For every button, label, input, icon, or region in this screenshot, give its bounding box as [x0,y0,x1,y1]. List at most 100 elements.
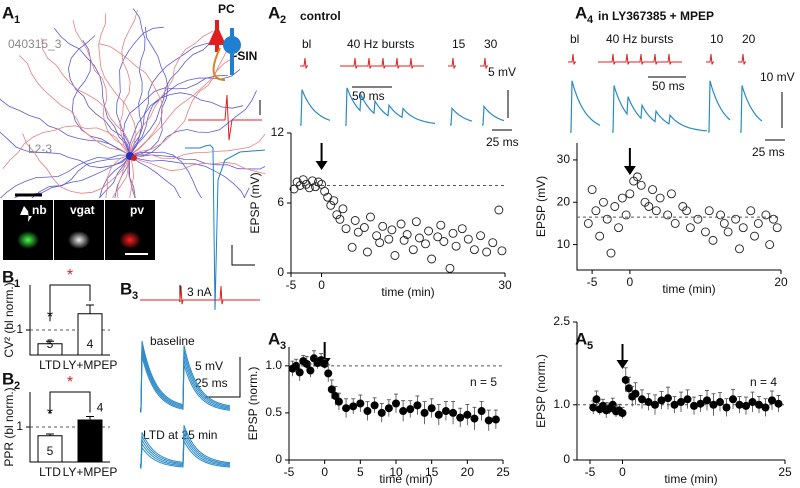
y-tick-label: 6 [277,195,284,209]
n-label: 4 [97,401,104,415]
point [606,248,616,258]
point [413,401,422,410]
point [384,404,393,413]
point [761,210,771,220]
pc-trace [185,144,266,311]
point [390,251,400,260]
y-tick-label: 0.5 [265,405,282,419]
stain-image [54,200,104,260]
n-label: 5 [47,337,54,351]
y-tick-label: 2.5 [553,314,570,328]
neurite [99,154,131,198]
point [683,395,692,404]
x-axis-label: time (min) [662,282,715,296]
neurite [117,154,131,198]
point [387,225,397,235]
neurite [129,90,257,157]
point [735,400,744,409]
point [327,385,336,394]
y-tick-label: 1 [16,419,23,433]
neurite [67,35,131,156]
stain-image [105,200,155,260]
panel-sub: 4 [587,14,594,26]
point [587,185,597,195]
significance: * [67,374,73,391]
x-axis-label: time (min) [381,285,434,299]
neuron-morphology [0,8,265,198]
point [657,396,666,405]
scale-bar [205,357,241,398]
axis [290,133,505,274]
point [693,214,703,224]
point [591,206,601,216]
point [334,397,343,406]
stain-image [3,200,53,260]
y-axis-label: CV² (bl norm.) [2,282,16,357]
epsp-trace [140,352,231,412]
epsp-trace [140,439,230,469]
neurite [53,28,131,156]
point [378,221,388,231]
point [709,400,718,409]
point [632,172,642,182]
neurite [129,154,265,175]
stain-label: vgat [70,203,95,217]
neurite [19,55,131,156]
condition: control [300,9,341,23]
arrow-head [623,166,636,175]
significance: * [67,267,73,284]
cell [119,231,141,249]
scale-label: 5 mV [488,65,516,79]
point [441,407,450,416]
panel-label: B [120,279,132,298]
stim-trace [448,57,456,69]
x-tick-label: 15 [425,465,439,479]
panel-label: B [2,267,14,286]
point [589,403,598,412]
point [708,235,718,245]
y-tick-label: 1.0 [265,358,282,372]
point [685,223,695,233]
stim-trace [738,53,746,65]
point [666,189,676,199]
panel-sub: 3 [280,340,286,352]
point [350,216,360,225]
panel-label: A [268,329,280,348]
neurite [129,151,202,198]
n-label: n = 4 [750,375,777,389]
neurite [129,26,169,156]
stim-trace [706,53,714,65]
x-tick-label: 25 [778,465,792,479]
point [723,227,733,237]
bar [77,419,103,463]
arrow-head [616,360,629,369]
neurite [129,154,250,198]
soma [131,155,137,161]
traces [140,53,763,469]
neurite [22,133,131,194]
point [324,369,333,378]
point [700,227,710,237]
scale-label: 3 nA [187,285,212,299]
panel-sub: 1 [14,14,20,26]
point [434,410,443,419]
neurite [112,154,131,198]
neurite [0,131,131,169]
point [335,214,345,224]
slice-id: 040315_3 [8,37,62,51]
point [451,241,461,251]
x-tick-label: -5 [587,275,598,289]
point [621,210,631,220]
point [774,399,783,408]
point [399,235,409,245]
point [399,407,408,416]
point [488,238,498,248]
neurite [13,154,131,198]
point [406,405,415,414]
trace-label: 40 Hz bursts [606,32,673,46]
point [682,206,692,216]
epsp-trace [140,356,231,413]
axis [576,143,781,271]
point [449,408,458,417]
neurite [122,75,228,156]
